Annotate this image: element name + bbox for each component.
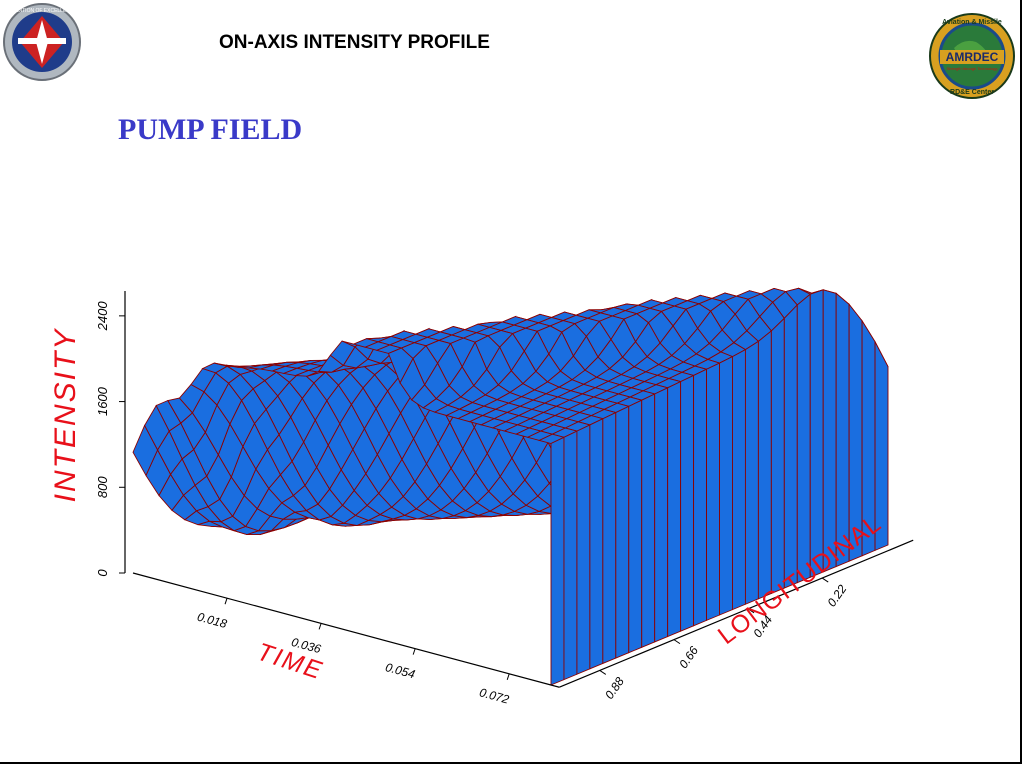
axes-layer: 0.0180.0360.0540.0720.220.440.660.880800… <box>95 291 914 707</box>
pump-field-label: PUMP FIELD <box>118 113 303 146</box>
right-logo-name: AMRDEC <box>946 50 999 64</box>
surface-skirt-cell <box>576 424 591 675</box>
surface-skirt-cell <box>550 436 565 686</box>
surface-layer <box>132 287 889 686</box>
surface-skirt-cell <box>706 362 720 622</box>
surface-skirt-cell <box>654 387 669 643</box>
z-tick-label: 0 <box>95 569 110 577</box>
z-tick-label: 800 <box>95 476 110 498</box>
surface-skirt-cell <box>822 289 837 573</box>
x-tick <box>506 673 510 680</box>
x-tick-label: 0.054 <box>384 660 417 681</box>
y-tick <box>821 577 829 583</box>
amrdec-globe-icon: AMRDEC Strength through Technology Aviat… <box>929 13 1015 99</box>
left-logo-ring-text: TRADITION OF EXCELLENCE <box>7 8 77 14</box>
right-logo-tagline: Strength through Technology <box>946 66 997 71</box>
surface-skirt-cell <box>783 303 798 589</box>
surface-skirt-cell <box>809 289 824 578</box>
x-tick <box>412 648 416 655</box>
x-tick-label: 0.072 <box>478 685 511 706</box>
y-tick <box>747 608 755 614</box>
z-tick-label: 1600 <box>95 386 110 416</box>
surface-skirt-cell <box>744 340 759 605</box>
army-aviation-shield-icon: TRADITION OF EXCELLENCE <box>3 3 81 81</box>
y-tick-label: 0.22 <box>825 582 850 609</box>
surface-skirt-cell <box>770 317 785 595</box>
surface-skirt-cell <box>641 393 656 648</box>
y-tick <box>673 639 681 645</box>
surface-skirt-cell <box>563 430 578 681</box>
surface-skirt-cell <box>732 348 746 611</box>
x-tick-label: 0.018 <box>196 610 229 631</box>
surface-skirt-cell <box>874 341 889 552</box>
surface-skirt-cell <box>680 374 695 632</box>
x-axis-line <box>132 572 560 688</box>
surface-skirt-cell <box>615 405 630 659</box>
x-tick <box>318 623 322 630</box>
surface-skirt-cell <box>757 330 772 600</box>
x-tick <box>224 598 228 605</box>
z-tick-label: 2400 <box>95 301 110 332</box>
surface-skirt-cell <box>796 293 811 584</box>
y-tick <box>599 670 607 675</box>
surface-skirt-cell <box>589 418 604 670</box>
right-logo-bottom-text: RD&E Center <box>950 89 994 96</box>
y-tick-label: 0.66 <box>676 643 701 670</box>
right-logo-top-text: Aviation & Missile <box>942 19 1002 26</box>
surface-skirt-cell <box>693 368 707 627</box>
surface-skirt-cell <box>719 355 733 616</box>
z-axis-title: INTENSITY <box>49 327 82 503</box>
y-axis-line <box>559 539 914 688</box>
surface-skirt-cell <box>628 399 643 654</box>
surface-skirt-cell <box>667 380 682 638</box>
slide-title: ON-AXIS INTENSITY PROFILE <box>219 32 490 53</box>
y-tick-label: 0.88 <box>602 674 627 701</box>
surface-skirt-cell <box>602 411 617 665</box>
